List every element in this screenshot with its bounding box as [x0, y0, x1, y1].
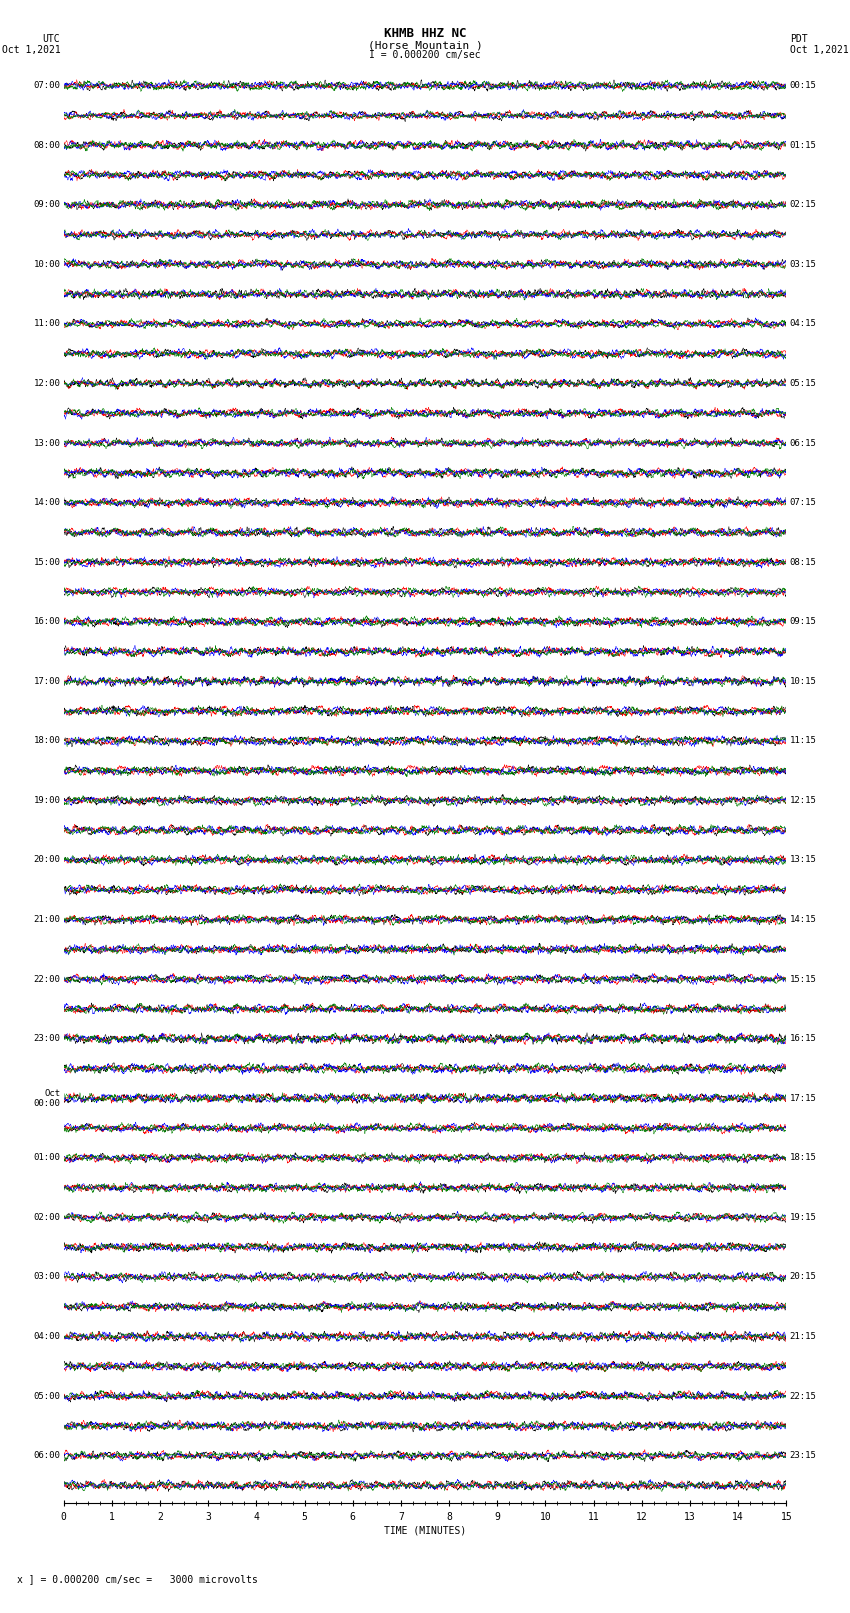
Text: 13:15: 13:15	[790, 855, 817, 865]
Text: Oct 1,2021: Oct 1,2021	[790, 45, 848, 55]
Text: 20:00: 20:00	[33, 855, 60, 865]
Text: 16:00: 16:00	[33, 618, 60, 626]
Text: 10:00: 10:00	[33, 260, 60, 269]
Text: 19:15: 19:15	[790, 1213, 817, 1223]
Text: 05:00: 05:00	[33, 1392, 60, 1400]
Text: 02:15: 02:15	[790, 200, 817, 210]
Text: 06:15: 06:15	[790, 439, 817, 447]
Text: 04:15: 04:15	[790, 319, 817, 329]
Text: 01:00: 01:00	[33, 1153, 60, 1163]
Text: 06:00: 06:00	[33, 1452, 60, 1460]
Text: 08:15: 08:15	[790, 558, 817, 566]
Text: 11:00: 11:00	[33, 319, 60, 329]
Text: 17:00: 17:00	[33, 677, 60, 686]
Text: (Horse Mountain ): (Horse Mountain )	[367, 40, 483, 50]
Text: PDT: PDT	[790, 34, 808, 44]
Text: 19:00: 19:00	[33, 795, 60, 805]
Text: KHMB HHZ NC: KHMB HHZ NC	[383, 27, 467, 40]
Text: 07:15: 07:15	[790, 498, 817, 506]
Text: UTC: UTC	[42, 34, 60, 44]
Text: Oct: Oct	[44, 1089, 60, 1098]
Text: 00:15: 00:15	[790, 81, 817, 90]
Text: I = 0.000200 cm/sec: I = 0.000200 cm/sec	[369, 50, 481, 60]
Text: 13:00: 13:00	[33, 439, 60, 447]
Text: 18:00: 18:00	[33, 737, 60, 745]
Text: 18:15: 18:15	[790, 1153, 817, 1163]
Text: 09:15: 09:15	[790, 618, 817, 626]
Text: 23:00: 23:00	[33, 1034, 60, 1044]
Text: 12:15: 12:15	[790, 795, 817, 805]
Text: 07:00: 07:00	[33, 81, 60, 90]
Text: 08:00: 08:00	[33, 140, 60, 150]
Text: 15:00: 15:00	[33, 558, 60, 566]
X-axis label: TIME (MINUTES): TIME (MINUTES)	[384, 1526, 466, 1536]
Text: 21:00: 21:00	[33, 915, 60, 924]
Text: 03:15: 03:15	[790, 260, 817, 269]
Text: 20:15: 20:15	[790, 1273, 817, 1281]
Text: 00:00: 00:00	[33, 1098, 60, 1108]
Text: 23:15: 23:15	[790, 1452, 817, 1460]
Text: 11:15: 11:15	[790, 737, 817, 745]
Text: 14:15: 14:15	[790, 915, 817, 924]
Text: 09:00: 09:00	[33, 200, 60, 210]
Text: 21:15: 21:15	[790, 1332, 817, 1340]
Text: 16:15: 16:15	[790, 1034, 817, 1044]
Text: 15:15: 15:15	[790, 974, 817, 984]
Text: 14:00: 14:00	[33, 498, 60, 506]
Text: 02:00: 02:00	[33, 1213, 60, 1223]
Text: 05:15: 05:15	[790, 379, 817, 389]
Text: 12:00: 12:00	[33, 379, 60, 389]
Text: 01:15: 01:15	[790, 140, 817, 150]
Text: 17:15: 17:15	[790, 1094, 817, 1103]
Text: x ] = 0.000200 cm/sec =   3000 microvolts: x ] = 0.000200 cm/sec = 3000 microvolts	[17, 1574, 258, 1584]
Text: 04:00: 04:00	[33, 1332, 60, 1340]
Text: 03:00: 03:00	[33, 1273, 60, 1281]
Text: 10:15: 10:15	[790, 677, 817, 686]
Text: 22:15: 22:15	[790, 1392, 817, 1400]
Text: Oct 1,2021: Oct 1,2021	[2, 45, 60, 55]
Text: 22:00: 22:00	[33, 974, 60, 984]
